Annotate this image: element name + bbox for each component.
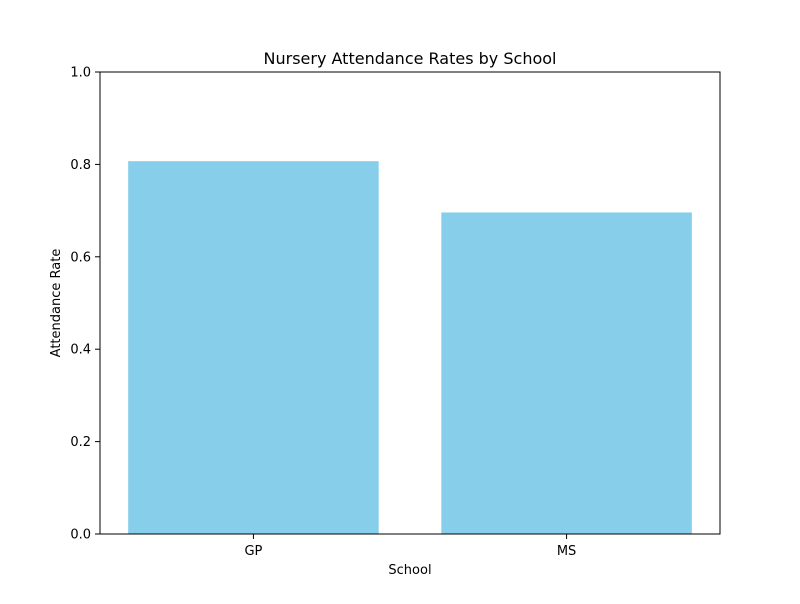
bar-ms	[441, 212, 692, 534]
ticks-layer: GP MS 0.0 0.2 0.4 0.6 0.8 1.0	[70, 66, 576, 560]
x-tick-label: GP	[244, 544, 262, 559]
y-tick-label: 1.0	[70, 66, 91, 81]
y-tick-label: 0.6	[70, 250, 91, 265]
x-tick-label: MS	[557, 544, 576, 559]
x-axis-title: School	[388, 563, 431, 578]
y-tick-label: 0.8	[70, 158, 91, 173]
y-tick-label: 0.2	[70, 435, 91, 450]
bar-gp	[128, 161, 379, 534]
chart-title: Nursery Attendance Rates by School	[264, 49, 557, 68]
y-axis-title: Attendance Rate	[49, 249, 64, 358]
y-tick-label: 0.4	[70, 343, 91, 358]
y-tick-label: 0.0	[70, 528, 91, 543]
bars-layer	[128, 161, 692, 534]
plot-frame	[99, 71, 721, 535]
axes-layer	[99, 71, 721, 535]
